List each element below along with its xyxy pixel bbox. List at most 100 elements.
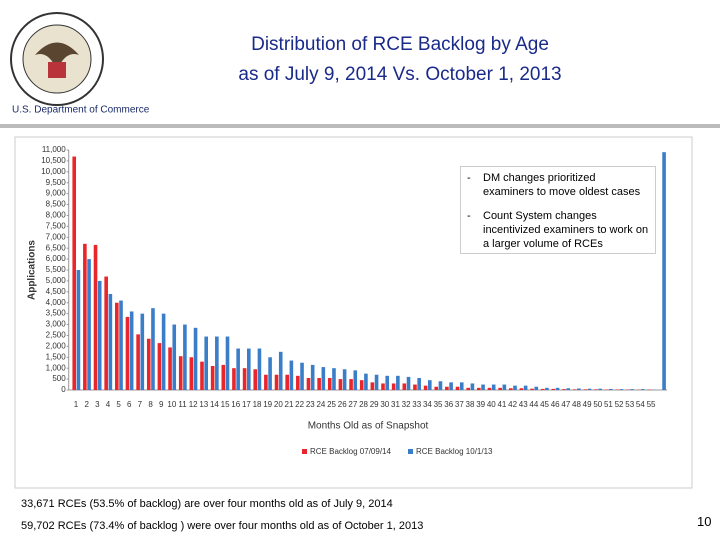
bar — [225, 336, 230, 390]
x-tick-label: 5 — [116, 400, 121, 409]
bar — [562, 389, 566, 390]
title-line: as of July 9, 2014 Vs. October 1, 2013 — [238, 64, 562, 85]
y-tick-label: 8,500 — [46, 200, 67, 209]
bar — [285, 374, 289, 390]
y-tick-label: 4,500 — [46, 287, 67, 296]
x-tick-label: 42 — [508, 400, 517, 409]
bar — [115, 302, 119, 390]
y-tick-label: 0 — [61, 385, 66, 394]
annotation: Count System changes incentivized examin… — [461, 209, 649, 251]
bar — [104, 276, 108, 390]
x-tick-label: 54 — [636, 400, 645, 409]
x-tick-label: 35 — [434, 400, 443, 409]
bar — [172, 324, 177, 390]
organization: U.S. Department of Commerce — [12, 105, 150, 116]
bar — [257, 348, 262, 390]
y-tick-label: 4,000 — [46, 298, 67, 307]
x-tick-label: 22 — [295, 400, 304, 409]
y-axis-title: Applications — [27, 240, 38, 300]
x-tick-label: 26 — [338, 400, 347, 409]
bar — [619, 389, 624, 390]
legend-label: RCE Backlog 07/09/14 — [310, 447, 391, 456]
bar — [189, 357, 194, 390]
bar — [157, 343, 162, 390]
bar — [278, 351, 283, 390]
bar — [83, 243, 87, 390]
bar — [459, 382, 464, 390]
bar — [555, 387, 560, 390]
x-tick-label: 48 — [572, 400, 581, 409]
bar — [587, 388, 592, 390]
bar — [466, 387, 470, 390]
bar — [146, 338, 151, 390]
bar — [119, 300, 123, 390]
x-tick-label: 52 — [615, 400, 624, 409]
bar — [530, 388, 534, 390]
bar — [640, 389, 645, 390]
x-tick-label: 28 — [359, 400, 368, 409]
bar — [598, 388, 602, 390]
bar — [534, 386, 539, 390]
bar — [242, 368, 247, 390]
legend-swatch — [302, 449, 307, 454]
x-tick-label: 24 — [316, 400, 325, 409]
y-tick-label: 7,500 — [46, 221, 67, 230]
bar — [381, 383, 385, 390]
bar — [193, 327, 198, 390]
x-tick-label: 41 — [497, 400, 506, 409]
x-tick-label: 29 — [370, 400, 379, 409]
bar — [391, 383, 396, 390]
page-number: 10 — [697, 514, 712, 529]
bar — [438, 381, 443, 390]
x-tick-label: 36 — [444, 400, 453, 409]
bar — [253, 369, 258, 390]
bar — [342, 369, 347, 390]
x-tick-label: 53 — [625, 400, 634, 409]
bar — [76, 270, 81, 390]
bar — [583, 389, 588, 390]
x-tick-label: 27 — [348, 400, 357, 409]
x-tick-label: 16 — [231, 400, 240, 409]
x-tick-label: 3 — [95, 400, 100, 409]
x-tick-label: 19 — [263, 400, 272, 409]
bar — [327, 378, 332, 390]
x-tick-label: 13 — [199, 400, 208, 409]
x-tick-label: 20 — [274, 400, 283, 409]
legend-label: RCE Backlog 10/1/13 — [416, 447, 493, 456]
x-tick-label: 11 — [178, 400, 187, 409]
bar — [353, 370, 358, 390]
bar — [200, 361, 204, 390]
bar — [609, 388, 613, 390]
bar — [487, 387, 492, 390]
header-rule — [0, 124, 720, 128]
bar — [417, 378, 421, 390]
x-tick-label: 34 — [423, 400, 432, 409]
x-tick-label: 2 — [84, 400, 89, 409]
y-tick-label: 10,000 — [41, 167, 66, 176]
x-tick-label: 40 — [487, 400, 496, 409]
bar — [349, 379, 353, 390]
bar — [470, 383, 475, 390]
bar — [508, 388, 513, 390]
y-tick-label: 7,000 — [46, 232, 67, 241]
bar — [161, 313, 166, 390]
bar — [370, 382, 375, 390]
x-tick-label: 37 — [455, 400, 464, 409]
note: 59,702 RCEs (73.4% of backlog ) were ove… — [21, 520, 424, 532]
x-tick-label: 18 — [253, 400, 262, 409]
y-tick-label: 2,000 — [46, 341, 67, 350]
annotation: DM changes prioritized examiners to move… — [461, 171, 649, 199]
y-tick-label: 500 — [52, 374, 66, 383]
bar — [264, 374, 268, 390]
bar — [630, 389, 634, 390]
bar — [449, 382, 453, 390]
bar — [402, 383, 407, 390]
x-tick-label: 47 — [561, 400, 570, 409]
x-tick-label: 46 — [551, 400, 560, 409]
bar — [310, 364, 315, 390]
y-tick-label: 8,000 — [46, 211, 67, 220]
bar — [215, 336, 219, 390]
bar — [321, 367, 326, 390]
bar — [300, 362, 304, 390]
